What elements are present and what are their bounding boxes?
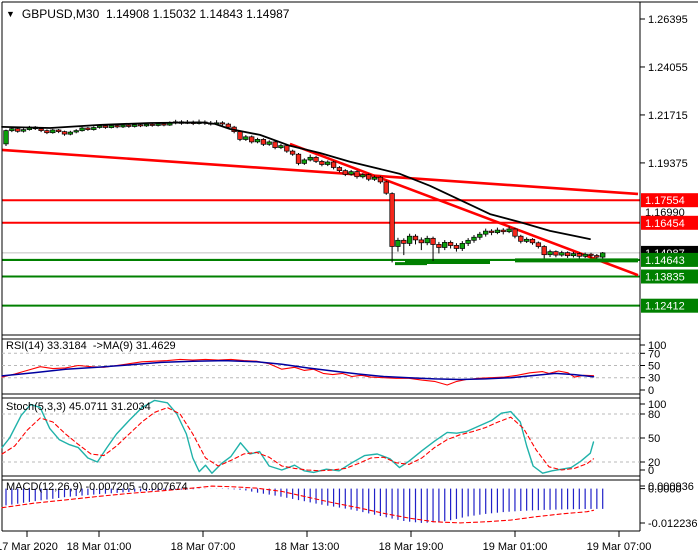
stochastic-indicator-label: Stoch(5,3,3) 45.0711 31.2034 [6, 401, 151, 413]
price-badge-text: 1.13835 [645, 271, 685, 283]
price-axis-label: 1.19375 [648, 158, 688, 170]
price-axis-label: 1.21715 [648, 110, 688, 122]
rsi-indicator-label: RSI(14) 33.3184 ->MA(9) 31.4629 [6, 340, 176, 352]
time-axis-label: 19 Mar 01:00 [483, 541, 548, 553]
stoch-axis-label: 20 [648, 457, 660, 469]
macd-axis-label: 0.000936 [648, 481, 694, 493]
macd-axis-label: 0.0000 [648, 484, 682, 496]
stoch-axis-label: 0 [648, 465, 654, 477]
macd-indicator-label: MACD(12,26,9) -0.007205 -0.007674 [6, 481, 188, 493]
price-badge-text: 1.17554 [645, 195, 685, 207]
time-axis-label: 18 Mar 19:00 [379, 541, 444, 553]
price-badge-1.13835 [641, 269, 698, 284]
ohlc-quotes-label: 1.14908 1.15032 1.14843 1.14987 [105, 7, 290, 21]
price-badge-text: 1.12412 [645, 301, 685, 313]
stoch-d-line [1, 407, 595, 472]
macd-axis-label: -0.012236 [648, 518, 698, 530]
rsi-axis-label: 30 [648, 373, 660, 385]
time-axis-label: 19 Mar 07:00 [587, 541, 652, 553]
price-badge-1.12412 [641, 298, 698, 313]
rsi-axis-label: 50 [648, 361, 660, 373]
stoch-axis-label: 50 [648, 433, 660, 445]
price-axis-label: 1.26395 [648, 14, 688, 26]
price-badge-text: 1.16454 [645, 218, 685, 230]
price-axis-label: 1.24055 [648, 62, 688, 74]
price-badge-text: 1.14643 [645, 255, 685, 267]
rsi-axis-label: 0 [648, 385, 654, 397]
macd-signal-line [1, 485, 595, 524]
stoch-axis-label: 100 [648, 399, 666, 411]
chart-dropdown-icon[interactable]: ▼ [6, 9, 15, 19]
chart-header: ▼ GBPUSD,M30 1.14908 1.15032 1.14843 1.14… [6, 7, 289, 21]
stoch-axis-label: 80 [648, 409, 660, 421]
price-badge-1.17554 [641, 193, 698, 208]
time-axis-label: 18 Mar 13:00 [275, 541, 340, 553]
trend-line-1 [1, 148, 639, 196]
time-axis-label: 18 Mar 07:00 [171, 541, 236, 553]
time-axis-label: 18 Mar 01:00 [67, 541, 132, 553]
price-badge-1.14643 [641, 252, 698, 267]
time-axis-label: 17 Mar 2020 [0, 541, 58, 553]
rsi-ma-line [1, 359, 595, 381]
price-badge-1.16454 [641, 215, 698, 230]
ma-line [1, 121, 591, 241]
symbol-timeframe-label: GBPUSD,M30 [21, 7, 100, 21]
rsi-axis-label: 70 [648, 348, 660, 360]
rsi-axis-label: 100 [648, 340, 666, 352]
